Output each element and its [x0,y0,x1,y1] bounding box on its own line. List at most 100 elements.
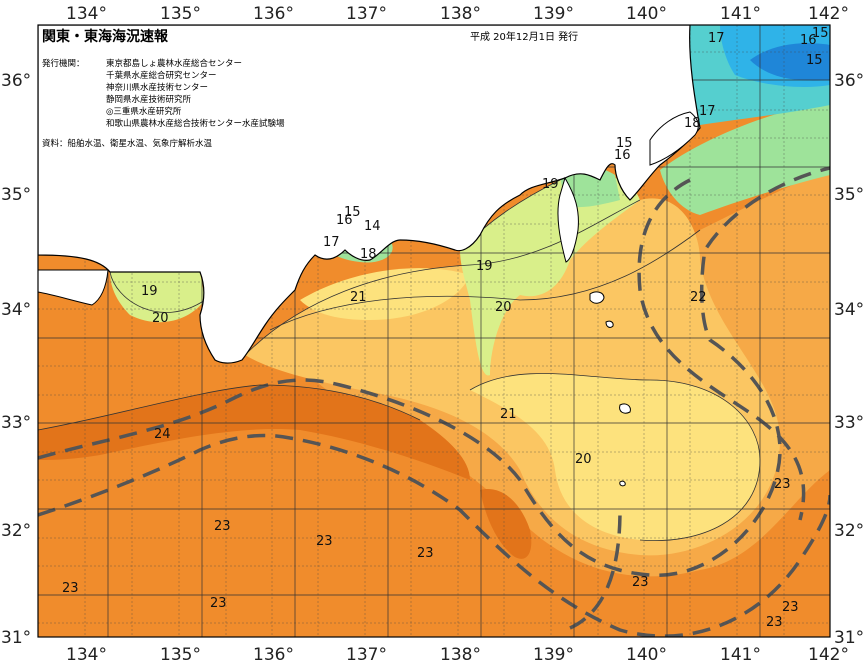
kuroshio-axis-bend [637,178,806,521]
lon-tick: 140° [626,645,667,665]
land-oshima [589,291,605,304]
contour-label: 15 [812,26,829,41]
map-frame [37,24,831,638]
contour-label: 24 [154,427,171,442]
sea-18 [560,167,620,208]
lon-tick: 134° [66,645,107,665]
lon-tick: 138° [440,4,481,24]
sea-24 [38,385,470,480]
sea-19 [460,175,640,376]
contour-label: 18 [684,116,701,131]
lat-tick: 34° [834,300,864,320]
lon-tick: 139° [533,4,574,24]
contour-label: 17 [699,104,716,119]
sea-20 [470,373,760,541]
contour-label: 20 [575,452,592,467]
contour-label: 20 [495,300,512,315]
publisher-5: ◎三重県水産研究所 [106,106,182,117]
land-izu-peninsula [557,176,579,263]
contour-label: 23 [774,477,791,492]
contour-label: 17 [323,235,340,250]
lon-tick: 136° [253,645,294,665]
land-miyake [605,320,614,328]
sea-18-boso [660,100,830,215]
kuroshio-axis-east [569,509,622,630]
land-honshu [38,25,701,364]
contour-label: 21 [500,407,517,422]
isotherms [38,179,761,542]
lat-tick: 34° [1,300,31,320]
lat-ticks-right: 36° 35° 34° 33° 32° 31° [834,71,864,648]
temperature-field [38,25,830,637]
contour-label: 23 [316,534,333,549]
contour-label: 23 [210,596,227,611]
publisher-2: 千葉県水産総合研究センター [106,70,217,81]
publisher-3: 神奈川県水産技術センター [106,82,208,93]
contour-label: 17 [708,31,725,46]
lat-tick: 35° [834,185,864,205]
contour-label: 23 [766,615,783,630]
publisher-4: 静岡県水産技術研究所 [106,94,192,105]
land-hachijo [619,403,631,414]
lon-tick: 141° [720,645,761,665]
lat-tick: 31° [834,628,864,648]
lon-ticks-bottom: 134° 135° 136° 137° 138° 139° 140° 141° … [66,645,849,665]
publisher-label: 発行機関： [42,58,85,69]
contour-label: 23 [62,581,79,596]
map-title: 関東・東海海況速報 [42,28,169,45]
land-shikoku-tip [38,269,109,306]
lat-tick: 32° [1,521,31,541]
lon-ticks-top: 134° 135° 136° 137° 138° 139° 140° 141° … [66,4,849,24]
lat-tick: 33° [1,413,31,433]
lon-tick: 142° [808,4,849,24]
sea-15-ne [750,43,830,81]
sea-20b [300,268,470,320]
lon-tick: 141° [720,4,761,24]
contour-label: 15 [344,205,361,220]
contour-label: 19 [542,177,559,192]
issue-date: 平成 20年12月1日 発行 [470,30,578,43]
contour-label: 16 [614,148,631,163]
publisher-1: 東京都島しょ農林水産総合センター [106,58,242,69]
land-boso [649,111,699,166]
lat-tick: 31° [1,628,31,648]
lon-tick: 139° [533,645,574,665]
lat-tick: 33° [834,413,864,433]
lon-tick: 138° [440,645,481,665]
lat-tick: 36° [834,71,864,91]
lon-tick: 137° [346,4,387,24]
contour-label: 18 [360,247,377,262]
contour-labels: 17 16 15 15 17 18 15 16 19 16 15 14 17 1… [62,26,829,615]
lon-tick: 135° [160,4,201,24]
lon-tick: 137° [346,645,387,665]
publisher-6: 和歌山県農林水産総合技術センター水産試験場 [106,118,285,129]
contour-label: 21 [350,290,367,305]
lon-tick: 134° [66,4,107,24]
sea-19-west [110,272,205,323]
kuroshio-axis-upper [38,166,830,577]
land-aogashima [619,480,626,487]
contour-label: 15 [806,53,823,68]
sea-24b [480,489,532,559]
lon-tick: 140° [626,4,667,24]
lat-tick: 35° [1,185,31,205]
lon-tick: 142° [808,645,849,665]
contour-label: 19 [141,284,158,299]
contour-label: 15 [616,136,633,151]
contour-label: 19 [476,259,493,274]
lat-tick: 36° [1,71,31,91]
lat-tick: 32° [834,521,864,541]
contour-label: 20 [152,311,169,326]
contour-label: 23 [782,600,799,615]
contour-label: 22 [690,290,707,305]
contour-label: 23 [632,575,649,590]
lon-tick: 135° [160,645,201,665]
contour-label: 23 [214,519,231,534]
contour-label: 23 [417,546,434,561]
lat-ticks-left: 36° 35° 34° 33° 32° 31° [1,71,31,648]
data-source: 資料：船舶水温、衛星水温、気象庁解析水温 [42,138,213,149]
contour-label: 14 [364,219,381,234]
contour-label: 16 [336,213,353,228]
kuroshio-axis-lower [38,433,830,637]
